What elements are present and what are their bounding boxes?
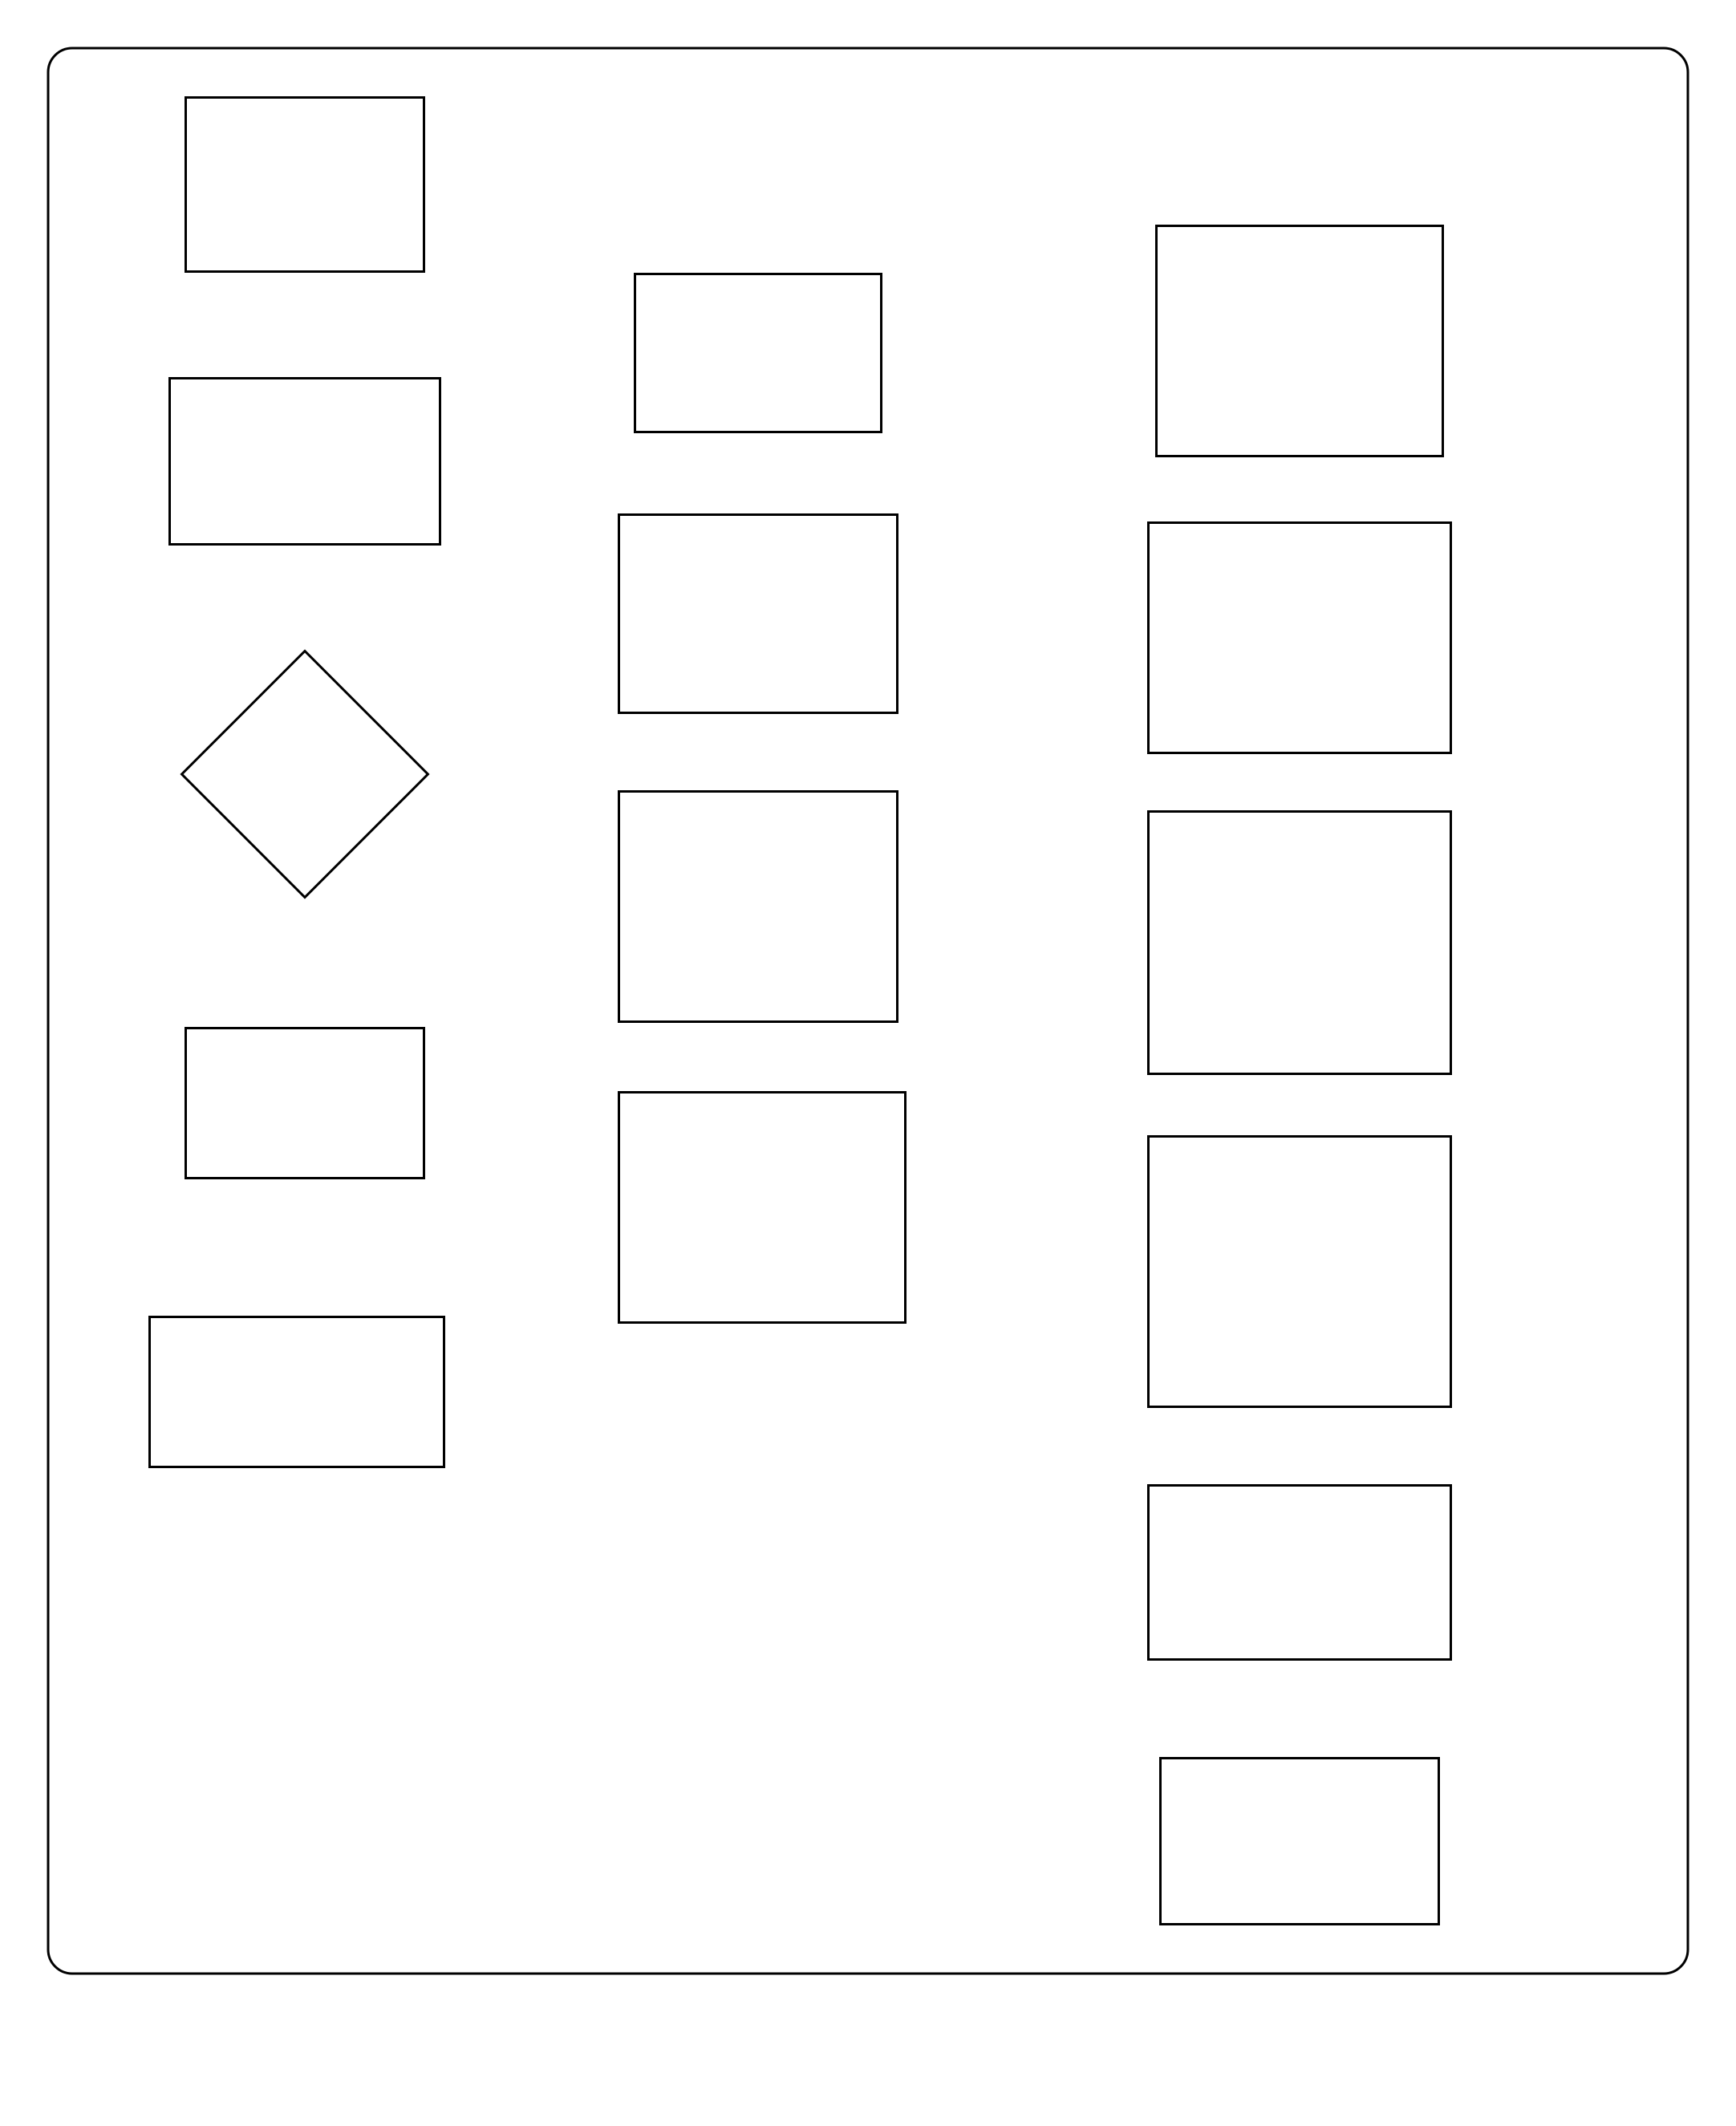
node-427 — [1147, 1484, 1452, 1661]
node-419 — [1155, 225, 1444, 457]
node-411 — [634, 273, 882, 433]
node-407 — [185, 1027, 425, 1179]
node-409 — [148, 1316, 445, 1468]
node-401 — [185, 96, 425, 273]
node-415 — [618, 790, 898, 1023]
node-413 — [618, 513, 898, 714]
node-421 — [1147, 521, 1452, 754]
node-403 — [168, 377, 441, 546]
node-405-text — [209, 698, 401, 850]
node-423 — [1147, 810, 1452, 1075]
node-429 — [1159, 1757, 1440, 1925]
flowchart-canvas — [0, 0, 1736, 2126]
node-417 — [618, 1091, 907, 1324]
node-425 — [1147, 1135, 1452, 1408]
